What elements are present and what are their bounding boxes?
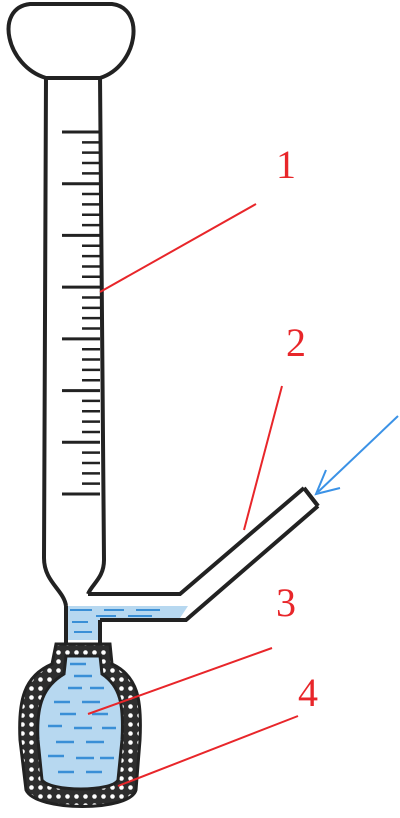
connector-liquid — [66, 606, 188, 640]
callout-label-2: 2 — [286, 320, 306, 365]
leader-line-1 — [99, 203, 257, 293]
leader-line-3 — [87, 647, 273, 715]
reservoir-liquid-dashes — [48, 662, 116, 774]
top-bulb — [6, 1, 136, 80]
connector-liquid-dashes — [70, 609, 160, 633]
leader-line-4 — [117, 715, 299, 787]
callout-label-3: 3 — [276, 580, 296, 625]
leader-line-2 — [243, 385, 283, 531]
callout-label-4: 4 — [298, 670, 318, 715]
inlet-arrow-icon — [314, 415, 399, 496]
measurement-scale — [62, 130, 100, 496]
graduated-tube — [41, 75, 107, 607]
leader-lines — [87, 203, 299, 787]
callout-label-1: 1 — [276, 142, 296, 187]
